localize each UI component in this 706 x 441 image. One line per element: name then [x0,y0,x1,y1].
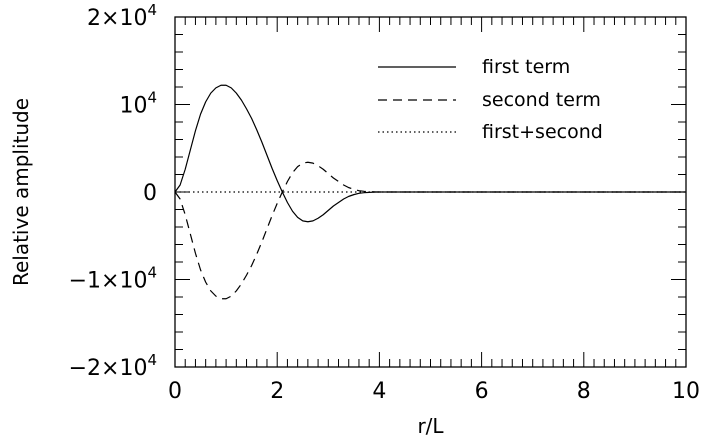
series-line-0 [174,84,686,223]
y-tick-label: −1×104 [69,264,157,294]
legend-label-0: first term [482,56,570,78]
legend-label-1: second term [482,89,601,111]
y-axis-label: Relative amplitude [9,98,33,286]
x-tick-label: 4 [372,379,386,404]
y-tick-label: 0 [143,181,157,206]
y-tick-label: −2×104 [69,351,157,381]
x-ticks: 0 2 4 6 8 10 [168,17,700,404]
x-tick-label: 6 [475,379,489,404]
x-tick-label: 2 [270,379,284,404]
y-tick-label: 104 [119,89,157,119]
series-layer [174,84,686,300]
x-tick-label: 0 [168,379,182,404]
legend: first term second term first+second [378,56,603,143]
x-tick-label: 10 [672,379,700,404]
x-tick-label: 8 [577,379,591,404]
y-tick-label: 2×104 [87,1,157,31]
legend-label-2: first+second [482,121,603,143]
series-line-1 [174,161,686,300]
y-ticks: −2×104 −1×104 0 104 2×104 [69,1,686,381]
x-axis-label: r/L [417,414,444,438]
